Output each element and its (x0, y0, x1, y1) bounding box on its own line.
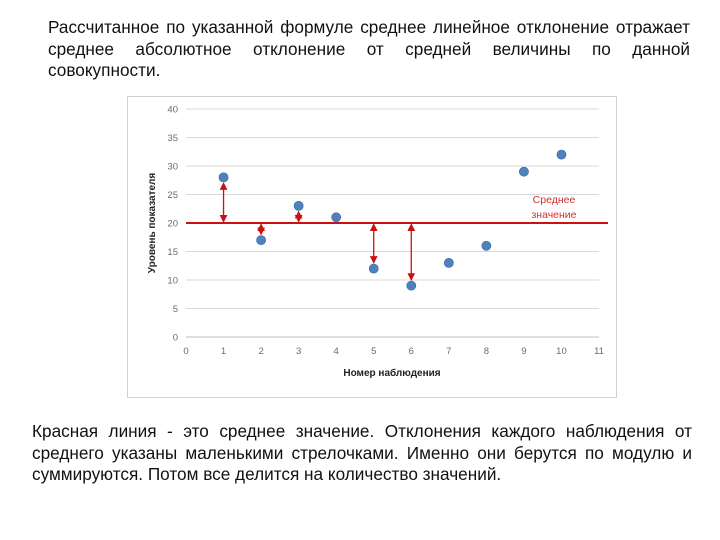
x-tick-label: 1 (221, 346, 226, 357)
y-tick-label: 15 (167, 247, 178, 258)
chart-frame: 0 5 10 15 20 25 30 35 40 0 1 2 3 4 5 6 7 8 9 10 11 Номер наб… (127, 96, 617, 398)
point-layer (218, 149, 567, 291)
x-tick-label: 4 (334, 346, 339, 357)
intro-paragraph: Рассчитанное по указанной формуле средне… (48, 17, 690, 80)
y-tick-label: 40 (167, 105, 178, 116)
y-tick-label: 5 (173, 304, 178, 315)
explanation-paragraph: Красная линия - это среднее значение. От… (32, 421, 692, 484)
data-point (443, 257, 454, 268)
x-tick-label: 8 (484, 346, 489, 357)
y-tick-label: 10 (167, 276, 178, 287)
y-tick-label: 25 (167, 190, 178, 201)
x-tick-label: 7 (446, 346, 451, 357)
x-tick-label: 3 (296, 346, 301, 357)
mean-annotation-line-1: Среднее (533, 194, 576, 206)
data-point (406, 280, 417, 291)
x-tick-label: 0 (183, 346, 188, 357)
data-point (556, 149, 567, 160)
y-tick-label: 20 (167, 219, 178, 230)
data-point (368, 263, 379, 274)
y-tick-label: 0 (173, 333, 178, 344)
scatter-chart: 0 5 10 15 20 25 30 35 40 0 1 2 3 4 5 6 7 8 9 10 11 Номер наб… (147, 105, 608, 379)
x-tick-label: 5 (371, 346, 376, 357)
arrow-layer (219, 182, 416, 281)
x-tick-label: 10 (556, 346, 567, 357)
x-axis-label: Номер наблюдения (343, 367, 440, 379)
data-point (331, 212, 342, 223)
data-point (256, 235, 266, 245)
x-tick-label: 9 (521, 346, 526, 357)
y-tick-label: 30 (167, 162, 178, 173)
data-point (519, 166, 529, 177)
x-tick-label: 6 (409, 346, 414, 357)
data-point (218, 172, 229, 183)
data-point (293, 201, 304, 211)
x-tick-label: 11 (594, 346, 604, 357)
mean-annotation-line-2: значение (531, 209, 576, 221)
tick-layer: 0 5 10 15 20 25 30 35 40 0 1 2 3 4 5 6 7 8 9 10 11 (167, 105, 604, 358)
y-axis-label: Уровень показателя (147, 173, 158, 274)
x-tick-label: 2 (258, 346, 263, 357)
y-tick-label: 35 (167, 133, 178, 144)
data-point (481, 240, 492, 251)
